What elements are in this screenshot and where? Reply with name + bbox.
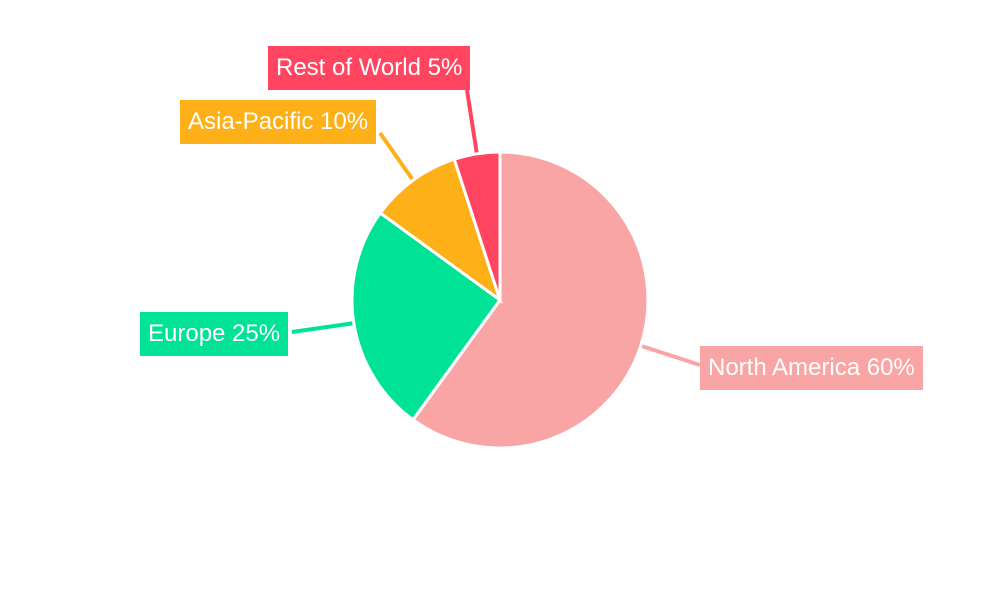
leader-line-asia-pacific: [378, 131, 416, 184]
leader-line-north-america: [638, 343, 701, 367]
slice-europe[interactable]: [350, 210, 503, 422]
label-europe: Europe 25%: [140, 312, 289, 356]
slice-north-america[interactable]: [410, 150, 650, 450]
label-rest-of-world: Rest of World 5%: [268, 46, 471, 90]
leader-line-europe: [291, 320, 357, 334]
label-north-america: North America 60%: [700, 346, 923, 390]
slice-rest-of-world[interactable]: [452, 150, 502, 301]
slice-asia-pacific[interactable]: [378, 157, 503, 304]
leader-line-rest-of-world: [465, 89, 480, 157]
label-asia-pacific: Asia-Pacific 10%: [180, 100, 377, 144]
